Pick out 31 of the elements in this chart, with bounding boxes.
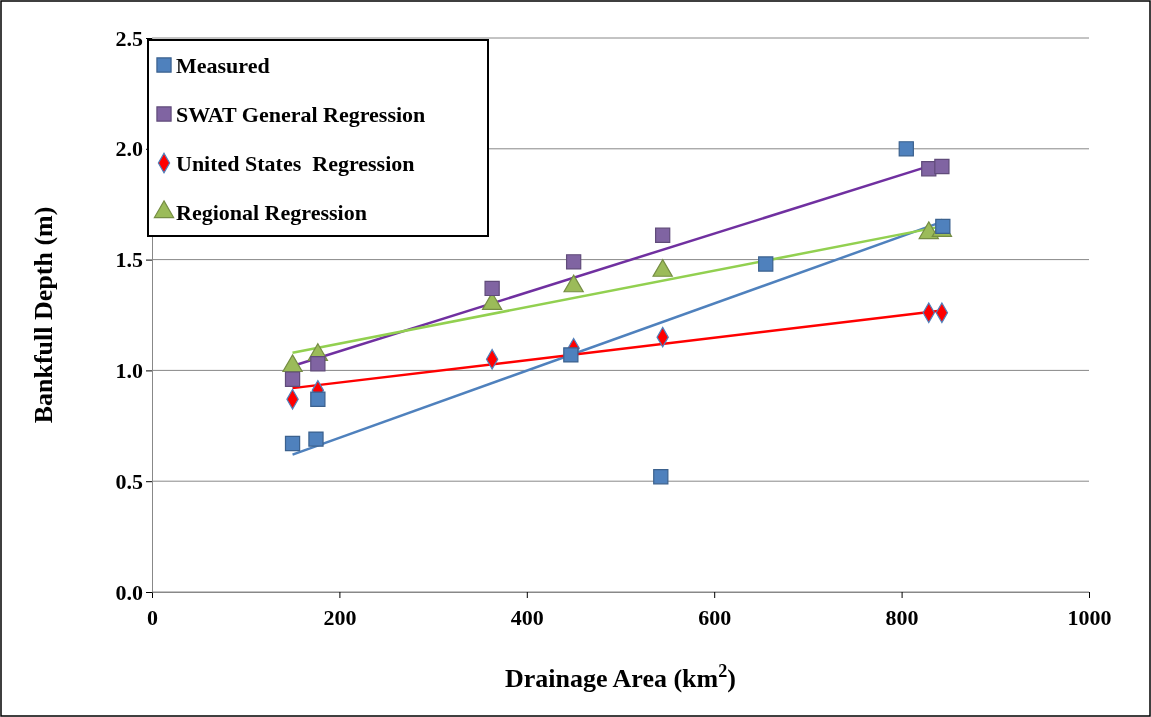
- point: [284, 371, 301, 387]
- point: [308, 431, 324, 447]
- point: [563, 347, 579, 363]
- y-tick-label: 1.0: [115, 357, 143, 383]
- y-tick-label: 2.0: [115, 136, 143, 162]
- point: [654, 227, 671, 243]
- point: [565, 254, 582, 270]
- point: [653, 469, 669, 485]
- y-axis-title: Bankfull Depth (m): [29, 206, 58, 424]
- point: [898, 141, 914, 157]
- point: [934, 158, 950, 175]
- legend-label: Measured: [176, 53, 270, 78]
- y-tick-label: 0.5: [115, 468, 143, 494]
- x-tick-label: 200: [323, 605, 357, 631]
- x-tick-label: 1000: [1067, 605, 1112, 631]
- point: [310, 356, 326, 372]
- y-tick-label: 0.0: [115, 579, 143, 605]
- x-tick-label: 600: [698, 605, 732, 631]
- point: [758, 256, 774, 272]
- y-tick-label: 1.5: [115, 247, 143, 273]
- point: [310, 391, 326, 407]
- y-tick-label: 2.5: [115, 25, 143, 51]
- legend-label: United States Regression: [176, 151, 415, 176]
- x-tick-label: 400: [510, 605, 544, 631]
- x-tick-label: 800: [885, 605, 919, 631]
- x-tick-label: 0: [147, 605, 158, 631]
- x-axis-title: Drainage Area (km$^{2}$): [504, 661, 737, 693]
- point: [284, 435, 301, 452]
- legend-label: SWAT General Regression: [176, 102, 426, 127]
- point: [484, 280, 500, 297]
- legend-label: Regional Regression: [176, 200, 367, 225]
